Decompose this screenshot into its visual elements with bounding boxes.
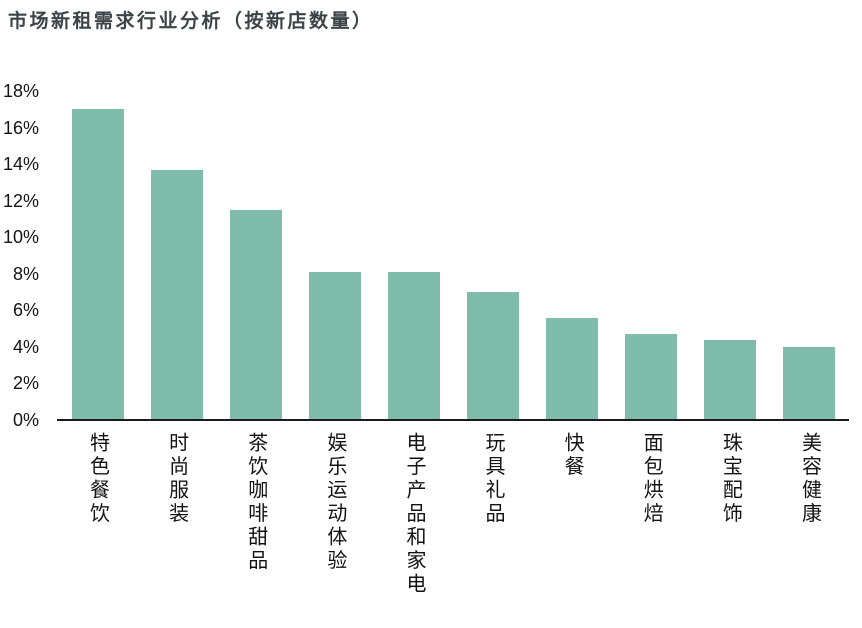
y-tick-label-14pct: 14% — [2, 154, 39, 175]
y-tick-label-0pct: 0% — [12, 410, 39, 430]
y-tick-label-2pct: 2% — [12, 373, 39, 394]
bar-6 — [546, 317, 599, 420]
bar-1 — [150, 169, 203, 420]
x-axis-line — [57, 419, 849, 421]
x-category-label-3: 娱乐运动体验 — [323, 432, 346, 573]
bar-9 — [783, 346, 836, 420]
y-tick-label-8pct: 8% — [12, 263, 39, 284]
chart-title: 市场新租需求行业分析（按新店数量） — [8, 11, 374, 32]
x-category-label-0: 特色餐饮 — [86, 432, 109, 526]
y-tick-label-16pct: 16% — [2, 117, 39, 138]
x-category-label-9: 美容健康 — [798, 432, 821, 526]
x-category-label-7: 面包烘焙 — [640, 432, 663, 526]
x-category-label-6: 快餐 — [561, 432, 584, 479]
bar-2 — [229, 209, 282, 420]
y-tick-label-12pct: 12% — [2, 190, 39, 211]
y-tick-label-10pct: 10% — [2, 227, 39, 248]
y-tick-label-18pct: 18% — [2, 81, 39, 101]
bar-3 — [308, 271, 361, 420]
x-category-label-1: 时尚服装 — [165, 432, 188, 526]
y-tick-label-4pct: 4% — [12, 336, 39, 357]
x-category-label-8: 珠宝配饰 — [719, 432, 742, 526]
x-category-label-5: 玩具礼品 — [482, 432, 505, 526]
bar-4 — [387, 271, 440, 420]
bar-0 — [71, 109, 124, 420]
x-category-label-2: 茶饮咖啡甜品 — [244, 432, 267, 573]
y-tick-label-6pct: 6% — [12, 300, 39, 321]
x-category-label-4: 电子产品和家电 — [402, 432, 425, 597]
bar-7 — [625, 334, 678, 420]
bar-8 — [704, 339, 757, 420]
bar-5 — [467, 292, 520, 420]
